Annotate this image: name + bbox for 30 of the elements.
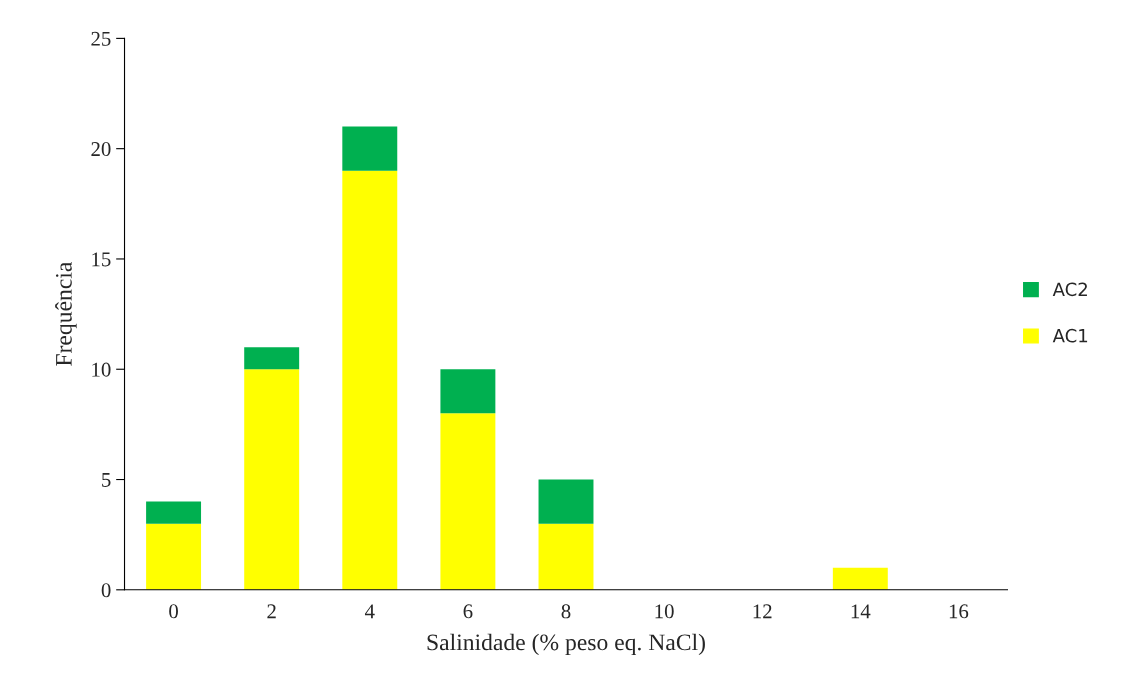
bar [440, 413, 496, 590]
legend-label: AC1 [1052, 328, 1088, 343]
bar [342, 170, 398, 590]
y-tick-label: 0 [101, 583, 111, 598]
x-tick-label: 2 [267, 604, 276, 619]
bar [146, 501, 202, 524]
legend-label: AC2 [1052, 282, 1087, 297]
y-tick-label: 5 [102, 473, 111, 487]
x-tick-label: 0 [169, 604, 178, 619]
bar [832, 567, 888, 590]
x-tick-label: 10 [655, 604, 674, 619]
y-tick-label: 15 [92, 252, 111, 267]
bar [244, 347, 300, 370]
y-tick-label: 25 [91, 31, 111, 46]
bar [440, 369, 496, 414]
x-tick-label: 16 [949, 604, 969, 619]
x-tick-label: 14 [851, 604, 871, 619]
x-tick-label: 8 [561, 604, 571, 619]
bar [146, 523, 202, 590]
bar [538, 479, 594, 524]
x-axis-title: Salinidade (% peso eq. NaCl) [427, 633, 705, 656]
y-tick-label: 10 [92, 362, 111, 377]
x-tick-label: 4 [364, 604, 375, 619]
x-tick-label: 6 [463, 604, 473, 619]
y-axis-title: Frequência [55, 261, 77, 366]
y-tick-label: 20 [91, 142, 111, 157]
bar [244, 369, 300, 590]
x-tick-label: 12 [753, 604, 772, 619]
bar [538, 523, 594, 590]
bar [342, 126, 398, 171]
